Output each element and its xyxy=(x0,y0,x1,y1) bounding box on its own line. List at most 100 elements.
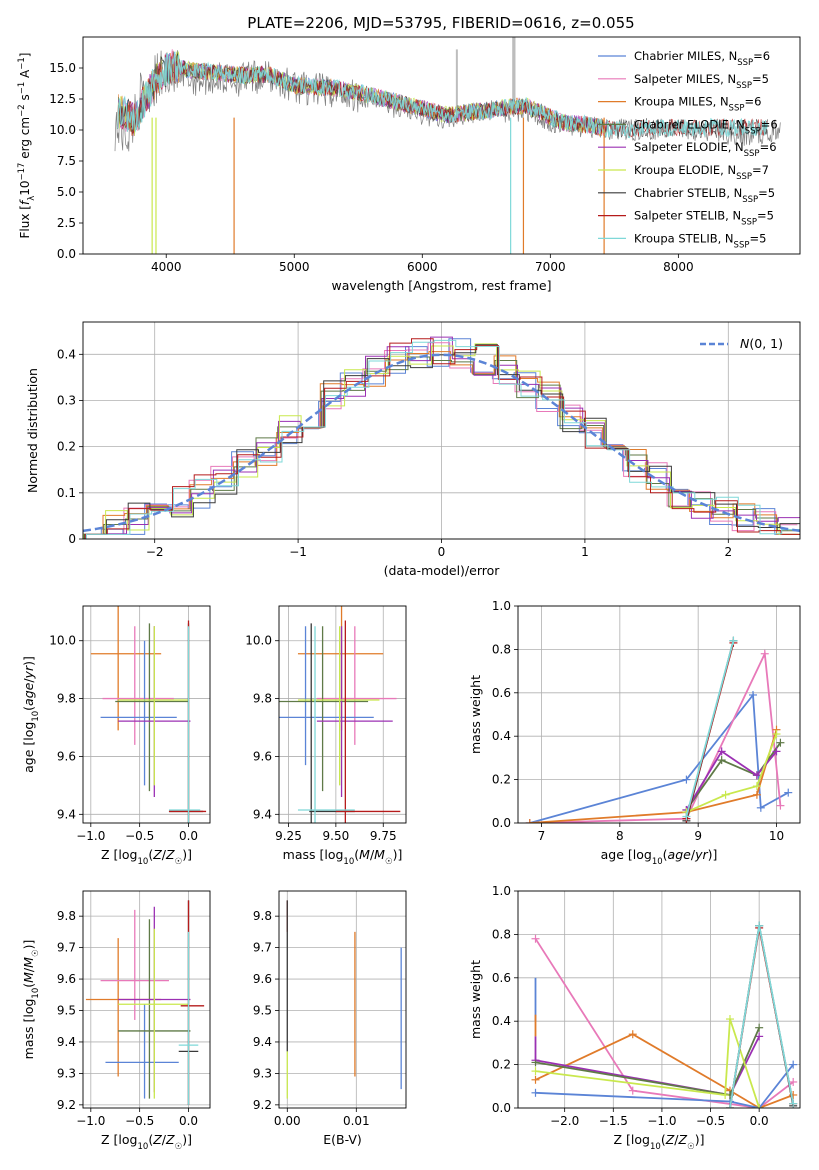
label-part: Salpeter ELODIE, N xyxy=(634,140,744,154)
label-part: age [log xyxy=(21,722,36,773)
label-part: s xyxy=(18,94,32,104)
y-tick-label: 0.8 xyxy=(492,927,511,941)
x-tick-label: −1.0 xyxy=(76,1114,105,1128)
label-part: Z xyxy=(165,847,175,862)
label-part: )] xyxy=(21,940,36,950)
x-tick-label: −1 xyxy=(289,545,307,559)
label-part: f xyxy=(18,199,32,205)
label-part: Chabrier MILES, N xyxy=(634,49,737,63)
weight-series-line xyxy=(729,925,795,1108)
weight-vs-Z-plot-area xyxy=(531,921,798,1108)
mass-vs-ebv-plot-area xyxy=(286,900,402,1099)
age-vs-mass-plot-area xyxy=(279,606,401,823)
y-tick-label: 10.0 xyxy=(49,123,76,137)
y-tick-label: 0.0 xyxy=(492,816,511,830)
weight-series-line xyxy=(685,640,735,817)
legend-label: Salpeter STELIB, NSSP=5 xyxy=(634,209,774,228)
axes-frame xyxy=(517,890,801,1109)
label-part: SSP xyxy=(742,195,758,205)
label-part: Z xyxy=(152,847,162,862)
histogram-series xyxy=(83,351,799,535)
label-part: ☉ xyxy=(31,949,41,957)
label-part: =7 xyxy=(752,163,769,177)
label-part: ( xyxy=(148,1132,153,1147)
axes-frame xyxy=(278,605,407,824)
legend-label: Salpeter MILES, NSSP=5 xyxy=(634,72,769,91)
x-tick-label: −0.5 xyxy=(125,829,154,843)
label-part: Z [log xyxy=(101,847,137,862)
axes-frame xyxy=(517,605,801,824)
label-part: SSP xyxy=(736,172,752,182)
legend-label: Kroupa MILES, NSSP=6 xyxy=(634,95,761,114)
label-part: SSP xyxy=(744,149,760,159)
label-part: SSP xyxy=(734,240,750,250)
x-tick-label: −0.5 xyxy=(696,1114,725,1128)
label-part: SSP xyxy=(741,218,757,228)
y-tick-label: 10.0 xyxy=(245,634,272,648)
label-part: Salpeter MILES, N xyxy=(634,72,736,86)
label-part: Salpeter STELIB, N xyxy=(634,209,741,223)
label-part: Z xyxy=(152,1132,162,1147)
label-part: yr xyxy=(21,665,36,679)
weight-series-line xyxy=(529,729,778,823)
model-spectrum-line xyxy=(117,53,609,136)
x-tick-label: 0.0 xyxy=(179,1114,198,1128)
label-part: / xyxy=(691,847,696,862)
axes-frame xyxy=(82,890,211,1109)
y-axis-label: Normed distribution xyxy=(25,368,40,493)
y-tick-label: 9.6 xyxy=(57,972,76,986)
x-tick-label: 9.50 xyxy=(323,829,350,843)
label-part: −17 xyxy=(17,163,27,181)
panel-age-vs-Z: −1.0 −0.5 0.09.49.69.810.0Z [log10(Z/Z☉)]a… xyxy=(21,605,211,867)
weight-series-line xyxy=(686,733,778,813)
x-tick-label: −1.0 xyxy=(76,829,105,843)
label-part: 10 xyxy=(31,711,41,722)
y-tick-label: 9.6 xyxy=(57,749,76,763)
x-tick-label: 0.00 xyxy=(274,1114,301,1128)
panel-weight-vs-Z: −2.0 −1.5 −1.0 −0.5 0.0 0.0 0.2 0.4 0.6 0.8 1.0 Z [… xyxy=(468,884,801,1152)
y-tick-label: 10.0 xyxy=(49,634,76,648)
x-axis-label: wavelength [Angstrom, rest frame] xyxy=(331,278,551,293)
label-part: Z xyxy=(665,1132,675,1147)
y-tick-label: 9.8 xyxy=(253,909,272,923)
y-axis-label: age [log10(age/yr)] xyxy=(21,656,41,773)
x-tick-label: 10 xyxy=(769,829,784,843)
y-tick-label: 9.7 xyxy=(57,941,76,955)
model-spectrum-line xyxy=(117,51,768,139)
age-vs-Z-plot-area xyxy=(90,606,207,823)
figure-title: PLATE=2206, MJD=53795, FIBERID=0616, z=0… xyxy=(247,14,634,32)
label-part: ☉ xyxy=(385,857,393,867)
y-tick-label: 9.4 xyxy=(253,807,272,821)
legend-label: Kroupa STELIB, NSSP=5 xyxy=(634,231,766,250)
label-part: yr xyxy=(694,847,708,862)
label-part: Kroupa ELODIE, N xyxy=(634,163,736,177)
axes-frame xyxy=(82,605,211,824)
weight-series-line xyxy=(529,692,789,823)
y-tick-label: 0.1 xyxy=(57,486,76,500)
x-axis-label: (data-model)/error xyxy=(384,563,501,578)
normal-curve xyxy=(83,353,800,533)
y-tick-label: 9.3 xyxy=(253,1066,272,1080)
y-axis-label: mass [log10(M/M☉)] xyxy=(21,940,41,1060)
label-part: N xyxy=(740,336,750,351)
label-part: Z [log xyxy=(101,1132,137,1147)
label-part: 10 xyxy=(137,857,148,867)
label-part: SSP xyxy=(737,58,753,68)
histogram-series xyxy=(85,338,800,539)
y-tick-label: 15.0 xyxy=(49,61,76,75)
panels: 4000 5000 6000 7000 80000.02.55.07.510.012.5… xyxy=(17,36,801,1152)
y-tick-label: 9.4 xyxy=(57,807,76,821)
x-axis-label: E(B-V) xyxy=(323,1132,362,1147)
label-part: / xyxy=(370,847,375,862)
y-tick-label: 9.2 xyxy=(57,1098,76,1112)
x-tick-label: −1.0 xyxy=(647,1114,676,1128)
histogram-series xyxy=(85,339,800,539)
label-part: )] xyxy=(708,847,718,862)
x-tick-label: 0.01 xyxy=(343,1114,370,1128)
label-part: 10 xyxy=(137,1142,148,1152)
x-tick-label: −0.5 xyxy=(125,1114,154,1128)
label-part: 10 xyxy=(652,857,663,867)
x-axis-label: age [log10(age/yr)] xyxy=(601,847,718,867)
label-part: )] xyxy=(182,847,192,862)
